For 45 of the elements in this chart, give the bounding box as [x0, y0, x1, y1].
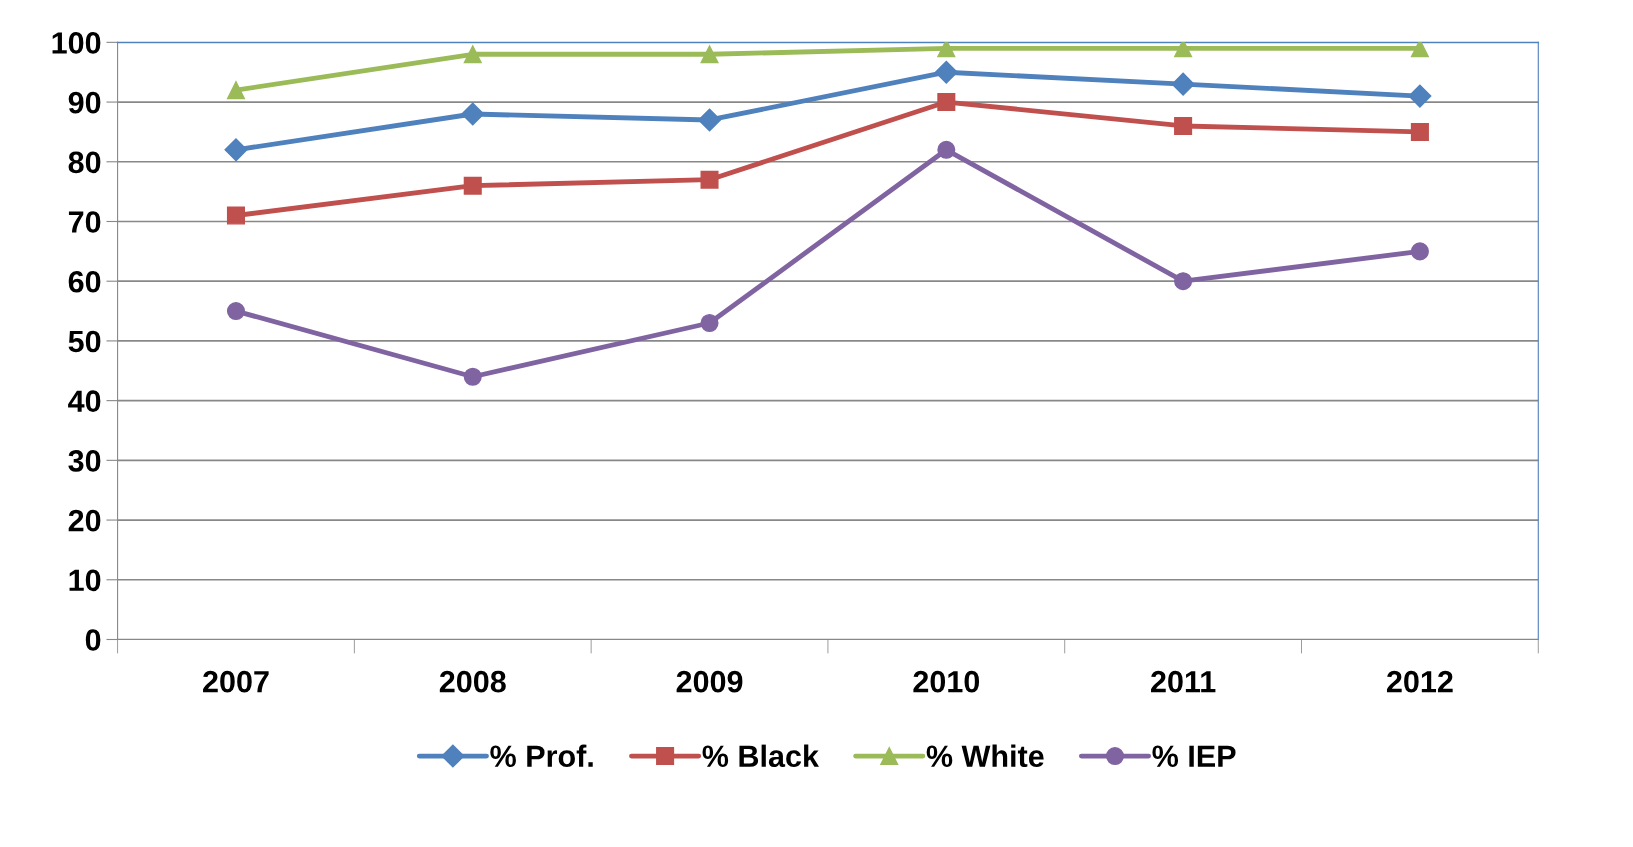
point	[937, 42, 956, 58]
legend-label: % Prof.	[490, 744, 593, 768]
x-tick-label: 2012	[1386, 670, 1453, 693]
point	[1410, 122, 1429, 141]
y-tick-label: 70	[68, 211, 101, 233]
x-tick-label: 2008	[439, 670, 506, 693]
y-tick-label: 40	[68, 390, 101, 412]
point	[1174, 272, 1193, 291]
point	[700, 313, 719, 333]
point	[1174, 42, 1193, 58]
point	[463, 367, 482, 386]
point	[461, 102, 485, 126]
point	[226, 206, 245, 225]
point	[700, 170, 719, 189]
point	[224, 138, 248, 162]
point	[1171, 72, 1195, 96]
x-tick-label: 2007	[203, 670, 269, 693]
legend-label: % IEP	[1152, 745, 1236, 767]
legend-label: % White	[926, 744, 1044, 768]
point	[934, 60, 958, 84]
point	[937, 140, 956, 159]
x-tick-label: 2009	[676, 670, 743, 693]
y-tick-label: 80	[68, 151, 101, 174]
point	[463, 45, 482, 64]
point	[226, 81, 245, 100]
point	[1174, 116, 1193, 135]
point	[463, 176, 482, 195]
x-tick-label: 2011	[1151, 670, 1216, 693]
point	[1408, 84, 1432, 108]
y-tick-label: 50	[68, 330, 101, 353]
point	[698, 108, 722, 132]
point	[1410, 42, 1429, 58]
point	[1410, 242, 1429, 261]
y-tick-label: 90	[68, 91, 101, 114]
point	[700, 45, 719, 64]
y-tick-label: 10	[69, 569, 101, 592]
y-tick-label: 20	[68, 509, 101, 532]
y-tick-label: 30	[68, 450, 101, 472]
y-tick-label: 100	[52, 32, 101, 54]
legend-label: % Black	[702, 744, 819, 768]
y-tick-label: 0	[85, 629, 101, 651]
point	[937, 93, 956, 112]
y-tick-label: 60	[68, 270, 101, 293]
x-tick-label: 2010	[913, 670, 980, 693]
point	[226, 302, 245, 321]
